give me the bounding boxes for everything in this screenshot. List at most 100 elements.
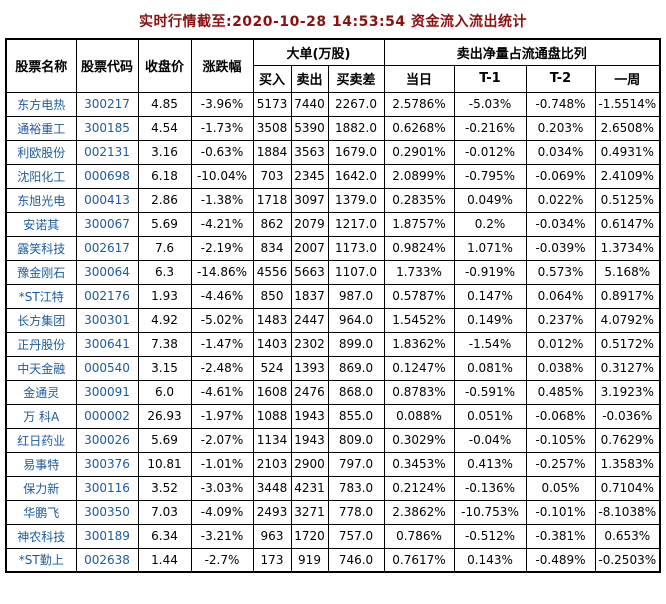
cell-stock-name[interactable]: 利欧股份 xyxy=(5,139,77,165)
cell-ratio-t1: -0.795% xyxy=(453,163,527,189)
cell-ratio-t1: -5.03% xyxy=(453,91,527,117)
cell-buy: 834 xyxy=(252,235,292,261)
cell-ratio-day: 0.3453% xyxy=(383,451,455,477)
cell-stock-code[interactable]: 000698 xyxy=(75,163,139,189)
cell-stock-code[interactable]: 300217 xyxy=(75,91,139,117)
cell-buy-sell-diff: 1107.0 xyxy=(327,259,385,285)
cell-stock-code[interactable]: 000002 xyxy=(75,403,139,429)
cell-stock-name[interactable]: 安诺其 xyxy=(5,211,77,237)
cell-ratio-week: -0.036% xyxy=(594,403,661,429)
cell-ratio-t2: -0.069% xyxy=(525,163,596,189)
cell-stock-code[interactable]: 300641 xyxy=(75,331,139,357)
cell-ratio-day: 0.3029% xyxy=(383,427,455,453)
cell-change-pct: -4.61% xyxy=(190,379,254,405)
table-row: *ST江特 002176 1.93 -4.46% 850 1837 987.0 0.5787%… xyxy=(5,283,661,309)
cell-stock-code[interactable]: 002131 xyxy=(75,139,139,165)
cell-stock-code[interactable]: 002638 xyxy=(75,547,139,573)
cell-sell: 2345 xyxy=(290,163,329,189)
cell-ratio-week: 3.1923% xyxy=(594,379,661,405)
cell-ratio-t2: 0.573% xyxy=(525,259,596,285)
cell-stock-code[interactable]: 002176 xyxy=(75,283,139,309)
cell-sell: 1393 xyxy=(290,355,329,381)
cell-ratio-t1: 0.143% xyxy=(453,547,527,573)
cell-ratio-t2: 0.237% xyxy=(525,307,596,333)
cell-stock-code[interactable]: 300091 xyxy=(75,379,139,405)
cell-buy-sell-diff: 987.0 xyxy=(327,283,385,309)
cell-ratio-week: 0.6147% xyxy=(594,211,661,237)
header-buy-sell-diff: 买卖差 xyxy=(327,64,385,93)
cell-stock-code[interactable]: 300064 xyxy=(75,259,139,285)
cell-ratio-day: 2.0899% xyxy=(383,163,455,189)
cell-close-price: 5.69 xyxy=(137,211,192,237)
cell-buy-sell-diff: 757.0 xyxy=(327,523,385,549)
table-row: *ST勤上 002638 1.44 -2.7% 173 919 746.0 0.7617% 0.… xyxy=(5,547,661,573)
cell-change-pct: -1.38% xyxy=(190,187,254,213)
cell-ratio-day: 0.7617% xyxy=(383,547,455,573)
cell-change-pct: -3.21% xyxy=(190,523,254,549)
table-row: 万 科A 000002 26.93 -1.97% 1088 1943 855.0 0.088%… xyxy=(5,403,661,429)
cell-stock-name[interactable]: 保力新 xyxy=(5,475,77,501)
header-close-price: 收盘价 xyxy=(137,38,192,93)
cell-stock-name[interactable]: 东方电热 xyxy=(5,91,77,117)
cell-stock-name[interactable]: 豫金刚石 xyxy=(5,259,77,285)
cell-buy: 4556 xyxy=(252,259,292,285)
cell-buy: 5173 xyxy=(252,91,292,117)
cell-stock-name[interactable]: 神农科技 xyxy=(5,523,77,549)
cell-close-price: 7.38 xyxy=(137,331,192,357)
cell-change-pct: -2.07% xyxy=(190,427,254,453)
cell-ratio-t2: 0.064% xyxy=(525,283,596,309)
cell-ratio-week: 2.4109% xyxy=(594,163,661,189)
cell-stock-name[interactable]: 东旭光电 xyxy=(5,187,77,213)
cell-stock-code[interactable]: 300350 xyxy=(75,499,139,525)
cell-stock-code[interactable]: 300376 xyxy=(75,451,139,477)
cell-buy-sell-diff: 1379.0 xyxy=(327,187,385,213)
cell-ratio-day: 1.733% xyxy=(383,259,455,285)
cell-close-price: 4.92 xyxy=(137,307,192,333)
cell-ratio-t2: -0.034% xyxy=(525,211,596,237)
cell-stock-name[interactable]: 长方集团 xyxy=(5,307,77,333)
cell-stock-name[interactable]: 金通灵 xyxy=(5,379,77,405)
cell-close-price: 4.54 xyxy=(137,115,192,141)
table-row: 利欧股份 002131 3.16 -0.63% 1884 3563 1679.0 0.2901… xyxy=(5,139,661,165)
cell-buy: 524 xyxy=(252,355,292,381)
cell-stock-name[interactable]: 通裕重工 xyxy=(5,115,77,141)
cell-stock-code[interactable]: 300067 xyxy=(75,211,139,237)
cell-stock-name[interactable]: 易事特 xyxy=(5,451,77,477)
table-row: 沈阳化工 000698 6.18 -10.04% 703 2345 1642.0 2.0899… xyxy=(5,163,661,189)
cell-stock-code[interactable]: 300189 xyxy=(75,523,139,549)
cell-sell: 2476 xyxy=(290,379,329,405)
cell-ratio-t2: -0.748% xyxy=(525,91,596,117)
cell-stock-name[interactable]: 华鹏飞 xyxy=(5,499,77,525)
cell-buy-sell-diff: 778.0 xyxy=(327,499,385,525)
cell-ratio-t1: 0.149% xyxy=(453,307,527,333)
cell-close-price: 6.34 xyxy=(137,523,192,549)
cell-stock-name[interactable]: 露笑科技 xyxy=(5,235,77,261)
header-group-net-sell-ratio: 卖出净量占流通盘比列 xyxy=(383,38,661,66)
cell-ratio-t2: -0.489% xyxy=(525,547,596,573)
cell-change-pct: -1.01% xyxy=(190,451,254,477)
cell-close-price: 26.93 xyxy=(137,403,192,429)
cell-buy-sell-diff: 868.0 xyxy=(327,379,385,405)
cell-sell: 2302 xyxy=(290,331,329,357)
cell-stock-code[interactable]: 300185 xyxy=(75,115,139,141)
header-week: 一周 xyxy=(594,64,661,93)
cell-stock-code[interactable]: 300301 xyxy=(75,307,139,333)
cell-stock-name[interactable]: *ST江特 xyxy=(5,283,77,309)
cell-stock-name[interactable]: 红日药业 xyxy=(5,427,77,453)
cell-ratio-day: 0.9824% xyxy=(383,235,455,261)
cell-stock-name[interactable]: 正丹股份 xyxy=(5,331,77,357)
cell-ratio-t1: 0.051% xyxy=(453,403,527,429)
cell-stock-name[interactable]: 中天金融 xyxy=(5,355,77,381)
cell-stock-code[interactable]: 000413 xyxy=(75,187,139,213)
cell-stock-name[interactable]: 万 科A xyxy=(5,403,77,429)
cell-stock-code[interactable]: 000540 xyxy=(75,355,139,381)
cell-change-pct: -3.96% xyxy=(190,91,254,117)
cell-stock-code[interactable]: 002617 xyxy=(75,235,139,261)
cell-stock-code[interactable]: 300116 xyxy=(75,475,139,501)
cell-stock-name[interactable]: *ST勤上 xyxy=(5,547,77,573)
cell-ratio-day: 0.6268% xyxy=(383,115,455,141)
cell-buy: 862 xyxy=(252,211,292,237)
cell-stock-name[interactable]: 沈阳化工 xyxy=(5,163,77,189)
cell-ratio-week: -0.2503% xyxy=(594,547,661,573)
cell-stock-code[interactable]: 300026 xyxy=(75,427,139,453)
